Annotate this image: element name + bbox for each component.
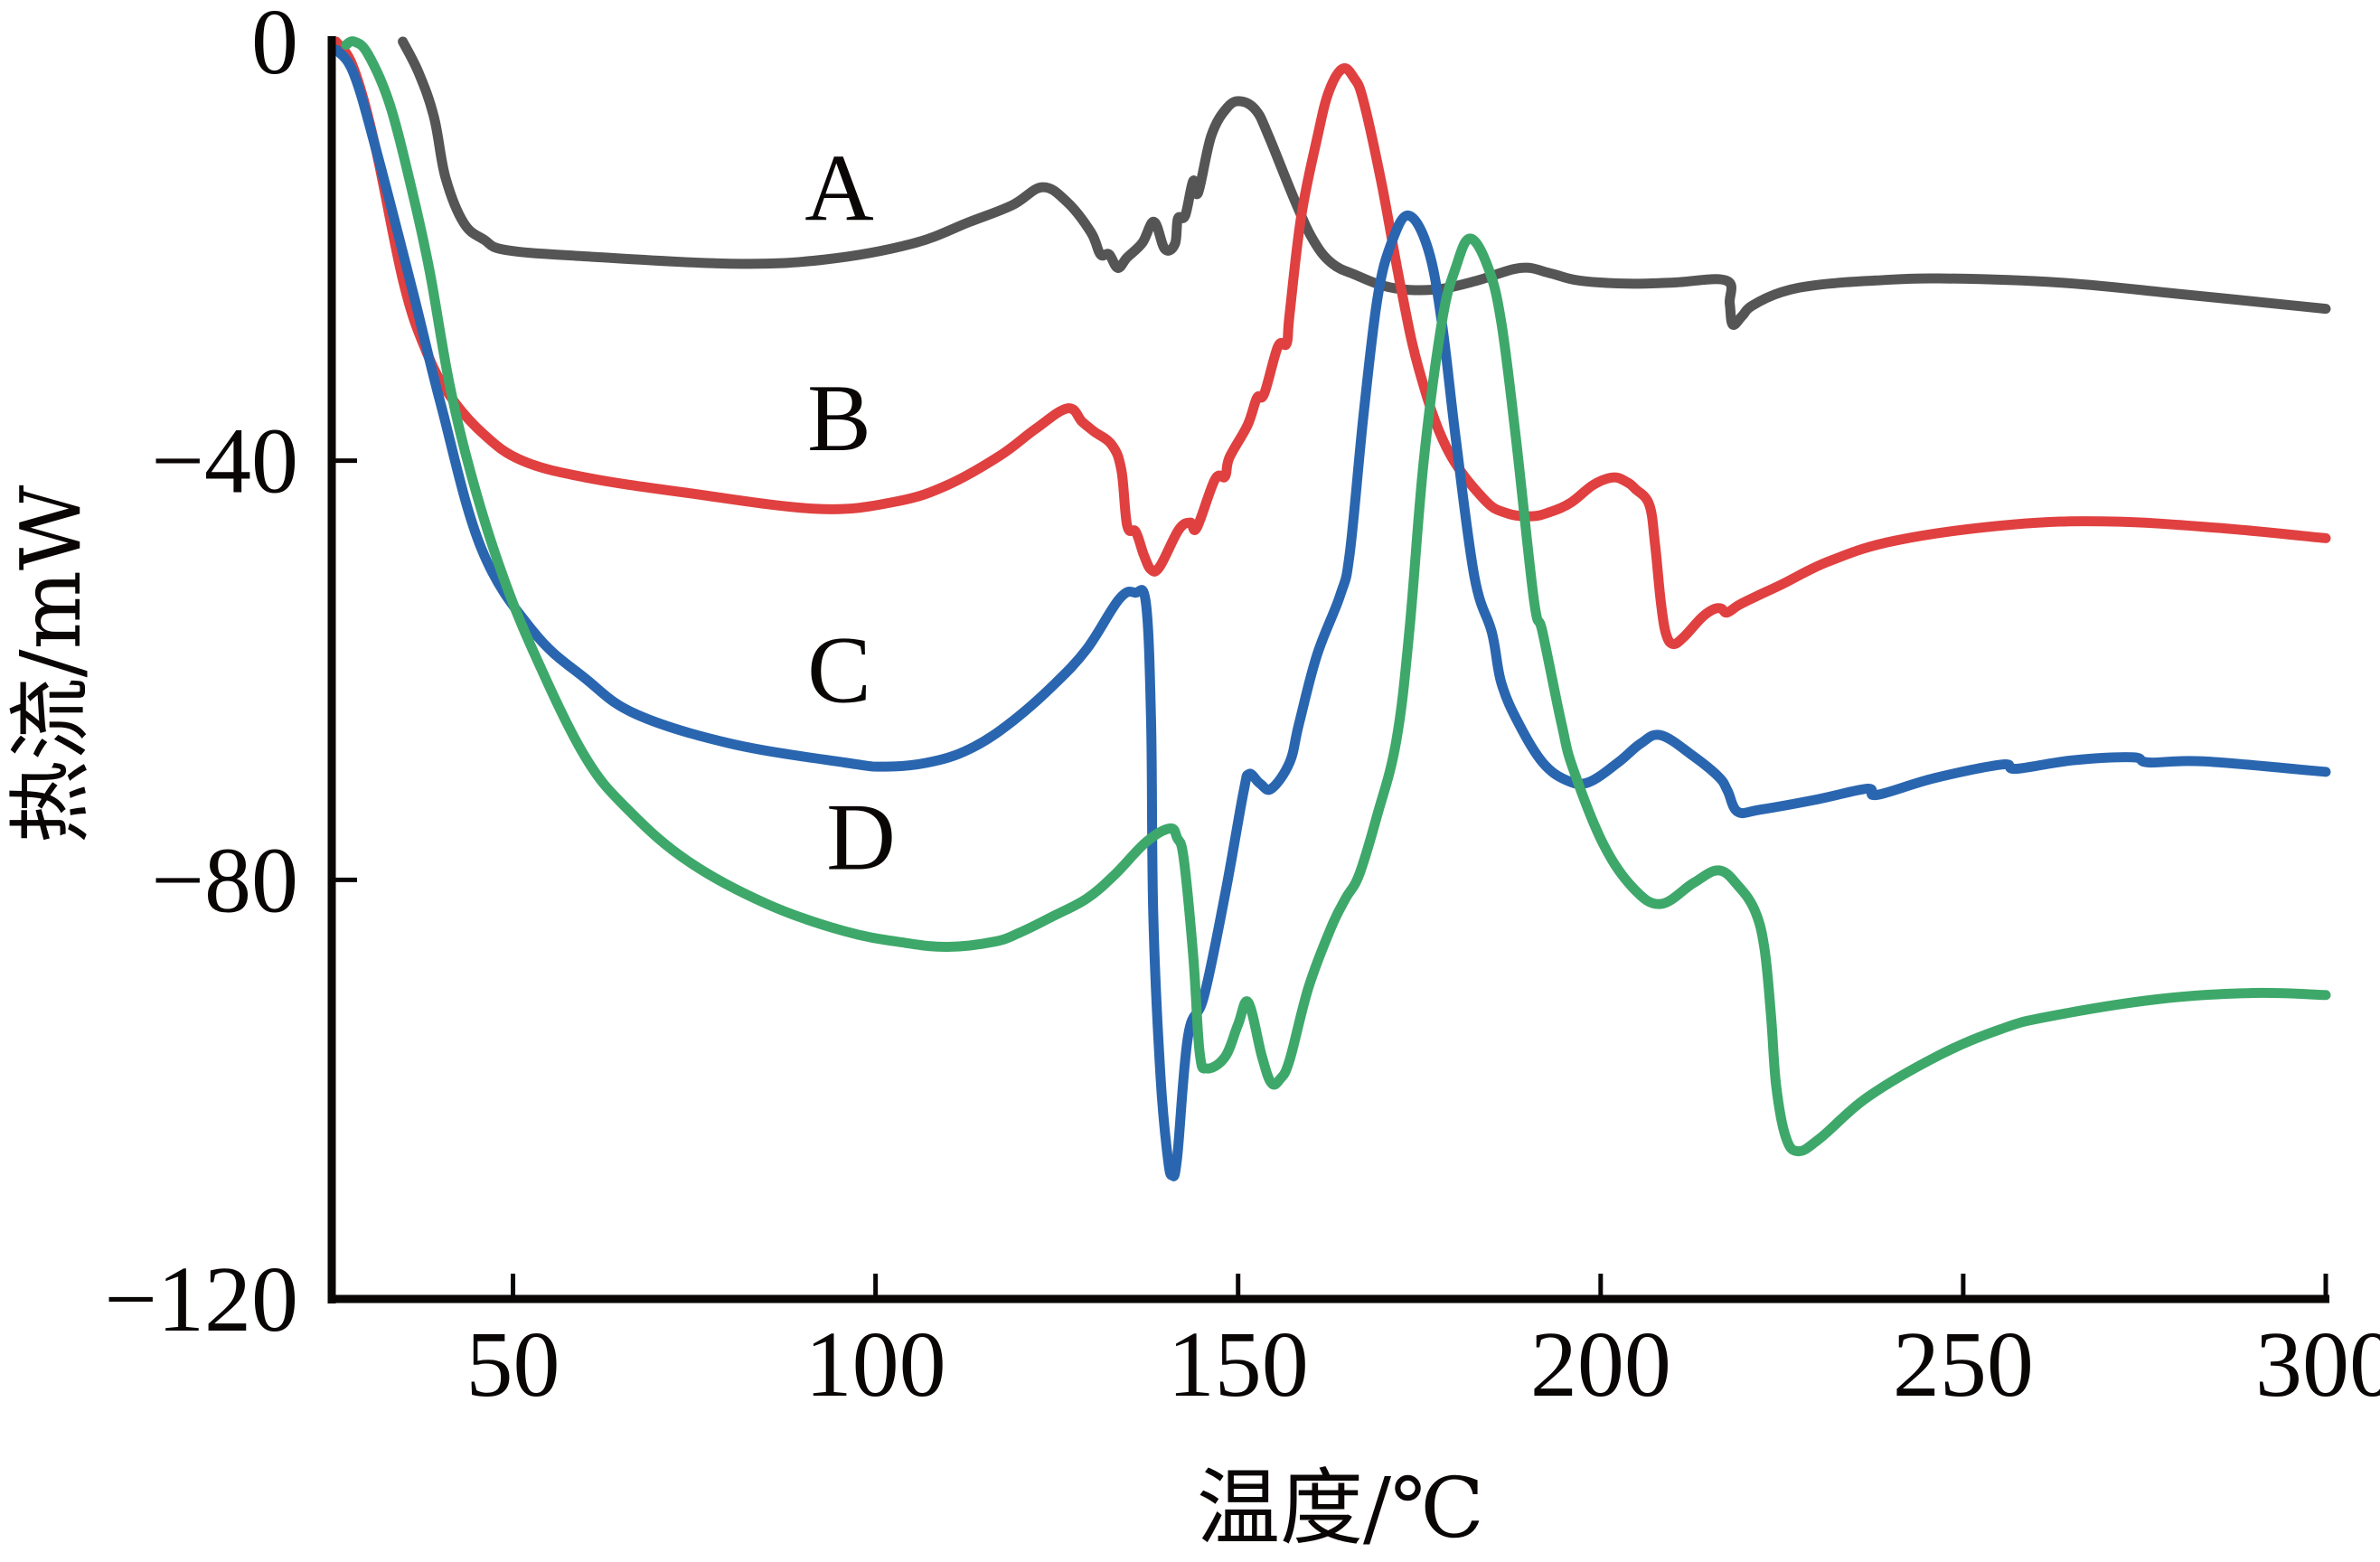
curve-label-D: D <box>826 785 896 890</box>
x-tick-label: 50 <box>466 1313 560 1416</box>
series-line-A <box>398 36 2331 330</box>
axes-layer: 50 100 150 200 250 300 0 −40 −80 −120 <box>104 0 2380 1416</box>
curve-label-C: C <box>807 616 871 722</box>
y-tick-label: −120 <box>104 1247 298 1351</box>
x-tick-label: 300 <box>2255 1313 2380 1416</box>
x-axis-title: 温度/℃ <box>1197 1460 1484 1557</box>
x-tick-label: 150 <box>1168 1313 1309 1416</box>
y-tick-label: 0 <box>251 0 298 94</box>
curve-labels: A B CD <box>804 135 896 890</box>
series-line-B <box>331 36 2331 650</box>
x-tick-label: 250 <box>1893 1313 2034 1416</box>
series-layer <box>331 36 2331 1181</box>
y-axis-title: 热流/mW <box>3 485 99 843</box>
x-tick-label: 200 <box>1530 1313 1671 1416</box>
y-tick-label: −40 <box>151 409 298 513</box>
y-tick-label: −80 <box>151 828 298 932</box>
x-tick-label: 100 <box>805 1313 946 1416</box>
curve-label-A: A <box>804 135 874 240</box>
series-line-C <box>332 44 2331 1181</box>
series-line-D <box>341 36 2331 1157</box>
curve-label-B: B <box>807 365 871 471</box>
